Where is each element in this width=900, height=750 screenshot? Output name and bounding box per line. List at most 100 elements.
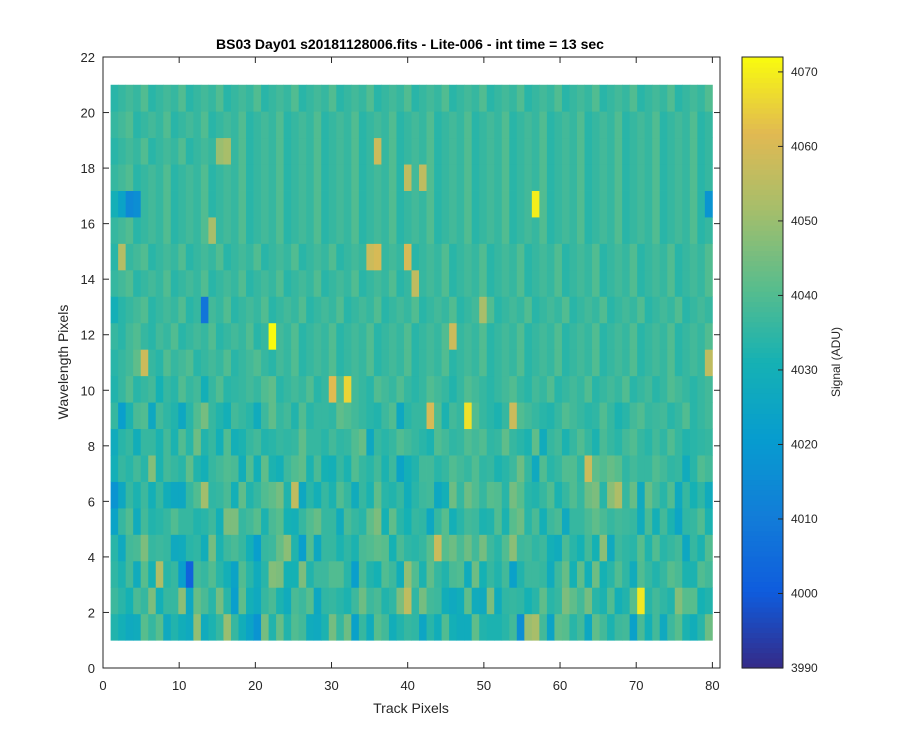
heatmap-cell bbox=[689, 481, 698, 509]
heatmap-cell bbox=[200, 164, 209, 191]
heatmap-cell bbox=[110, 164, 119, 191]
heatmap-cell bbox=[569, 137, 578, 165]
heatmap-cell bbox=[682, 455, 691, 482]
heatmap-cell bbox=[509, 481, 518, 509]
heatmap-cell bbox=[163, 322, 172, 350]
heatmap-cell bbox=[637, 402, 646, 430]
heatmap-cell bbox=[381, 587, 390, 615]
heatmap-cell bbox=[456, 296, 465, 324]
heatmap-cell bbox=[419, 455, 427, 482]
heatmap-cell bbox=[434, 296, 442, 324]
heatmap-cell bbox=[358, 613, 367, 641]
heatmap-cell bbox=[682, 587, 691, 615]
heatmap-cell bbox=[426, 217, 435, 244]
heatmap-cell bbox=[193, 481, 202, 509]
heatmap-cell bbox=[403, 613, 412, 641]
heatmap-cell bbox=[419, 190, 427, 218]
heatmap-cell bbox=[449, 455, 458, 482]
heatmap-cell bbox=[569, 243, 578, 271]
heatmap-cell bbox=[599, 534, 608, 562]
heatmap-cell bbox=[291, 534, 300, 562]
heatmap-cell bbox=[689, 375, 698, 403]
heatmap-cell bbox=[148, 137, 157, 165]
heatmap-cell bbox=[336, 375, 345, 403]
y-tick-label: 16 bbox=[81, 217, 95, 232]
heatmap-cell bbox=[546, 243, 555, 271]
heatmap-cell bbox=[486, 375, 495, 403]
heatmap-cell bbox=[336, 481, 345, 509]
heatmap-cell bbox=[351, 560, 360, 588]
heatmap-cell bbox=[622, 613, 631, 641]
heatmap-cell bbox=[494, 613, 503, 641]
heatmap-cell bbox=[524, 111, 533, 139]
heatmap-cell bbox=[546, 560, 555, 588]
heatmap-cell bbox=[133, 613, 142, 641]
colorbar-step bbox=[742, 617, 783, 623]
heatmap-cell bbox=[223, 111, 232, 139]
heatmap-cell bbox=[501, 269, 510, 297]
heatmap-cell bbox=[614, 217, 623, 244]
heatmap-cell bbox=[652, 164, 661, 191]
heatmap-cell bbox=[531, 534, 540, 562]
heatmap-cell bbox=[652, 560, 661, 588]
heatmap-cell bbox=[411, 322, 420, 350]
heatmap-cell bbox=[208, 534, 217, 562]
heatmap-cell bbox=[697, 560, 706, 588]
heatmap-cell bbox=[298, 560, 307, 588]
heatmap-cell bbox=[403, 507, 412, 535]
heatmap-cell bbox=[704, 455, 713, 482]
heatmap-cell bbox=[155, 137, 164, 165]
heatmap-cell bbox=[464, 428, 473, 456]
heatmap-cell bbox=[306, 190, 315, 218]
heatmap-cell bbox=[336, 560, 345, 588]
heatmap-cell bbox=[704, 349, 713, 377]
heatmap-cell bbox=[674, 534, 683, 562]
heatmap-cell bbox=[118, 428, 127, 456]
heatmap-cell bbox=[283, 111, 292, 139]
colorbar-step bbox=[742, 102, 783, 109]
heatmap-cell bbox=[223, 375, 232, 403]
heatmap-cell bbox=[644, 84, 653, 112]
heatmap-cell bbox=[133, 560, 142, 588]
heatmap-cell bbox=[366, 481, 375, 509]
heatmap-cell bbox=[185, 507, 194, 535]
heatmap-cell bbox=[276, 560, 285, 588]
heatmap-cell bbox=[110, 402, 119, 430]
plot-area-frame bbox=[102, 56, 721, 669]
heatmap-cell bbox=[524, 84, 533, 112]
heatmap-cell bbox=[358, 217, 367, 244]
heatmap-cell bbox=[366, 296, 375, 324]
heatmap-cell bbox=[133, 269, 142, 297]
heatmap-cell bbox=[148, 322, 157, 350]
heatmap-cell bbox=[261, 613, 269, 641]
heatmap-cell bbox=[358, 190, 367, 218]
heatmap-cell bbox=[366, 402, 375, 430]
heatmap-cell bbox=[223, 164, 232, 191]
heatmap-cell bbox=[148, 560, 157, 588]
heatmap-cell bbox=[268, 322, 277, 350]
heatmap-cell bbox=[118, 137, 127, 165]
heatmap-cell bbox=[351, 507, 360, 535]
heatmap-cell bbox=[501, 137, 510, 165]
heatmap-cell bbox=[246, 402, 254, 430]
heatmap-cell bbox=[110, 190, 119, 218]
heatmap-cell bbox=[381, 481, 390, 509]
heatmap-cell bbox=[351, 164, 360, 191]
heatmap-cell bbox=[464, 507, 473, 535]
heatmap-cell bbox=[434, 349, 442, 377]
heatmap-cell bbox=[629, 164, 638, 191]
heatmap-cell bbox=[426, 481, 435, 509]
heatmap-cell bbox=[328, 402, 337, 430]
heatmap-cell bbox=[170, 455, 179, 482]
heatmap-cell bbox=[268, 164, 277, 191]
heatmap-cell bbox=[682, 534, 691, 562]
heatmap-cell bbox=[388, 111, 397, 139]
heatmap-cell bbox=[253, 428, 262, 456]
heatmap-cell bbox=[343, 190, 352, 218]
heatmap-cell bbox=[185, 375, 194, 403]
heatmap-cell bbox=[456, 375, 465, 403]
colorbar-step bbox=[742, 57, 783, 63]
heatmap-cell bbox=[403, 402, 412, 430]
heatmap-cell bbox=[291, 587, 300, 615]
heatmap-cell bbox=[148, 375, 157, 403]
